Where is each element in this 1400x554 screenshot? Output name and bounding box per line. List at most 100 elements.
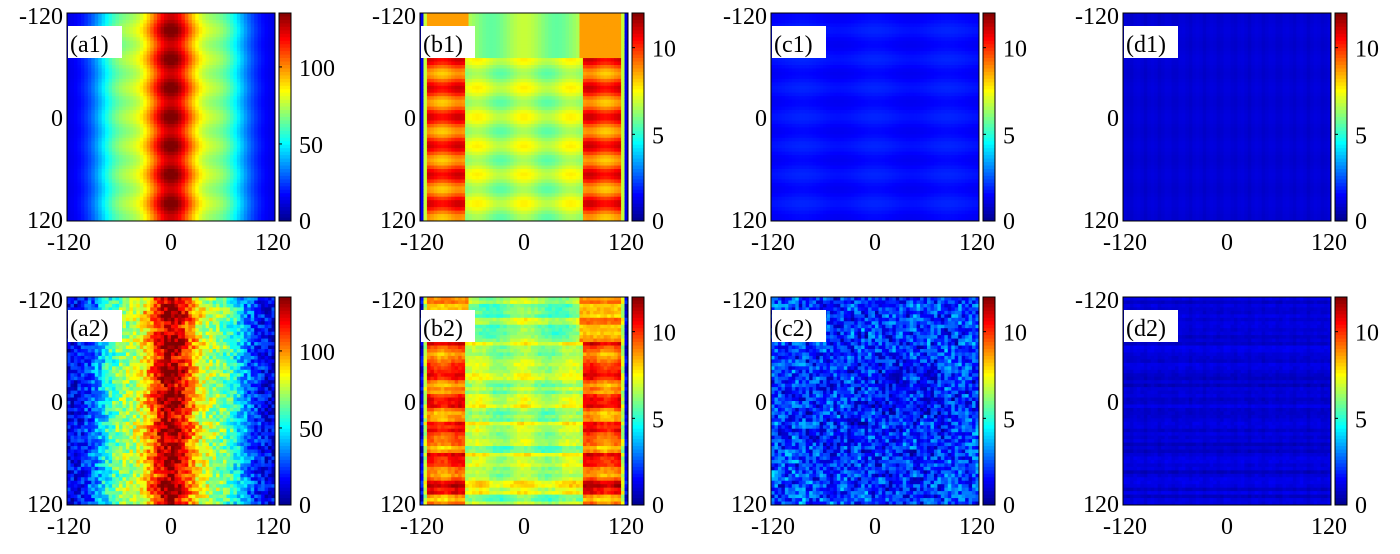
heatmap-cell: [223, 179, 227, 184]
heatmap-cell: [247, 113, 252, 118]
heatmap-cell: [257, 130, 262, 135]
heatmap-cell: [617, 40, 622, 45]
heatmap-cell: [153, 85, 158, 90]
heatmap-cell: [188, 193, 193, 198]
heatmap-cell: [454, 19, 459, 24]
heatmap-cell: [160, 179, 165, 184]
heatmap-cell: [188, 141, 193, 146]
heatmap-cell: [150, 148, 155, 153]
heatmap-cell: [195, 37, 200, 42]
heatmap-cell: [537, 33, 542, 38]
heatmap-cell: [461, 71, 466, 76]
heatmap-cell: [223, 134, 227, 139]
heatmap-cell: [94, 96, 99, 101]
heatmap-cell: [614, 33, 618, 38]
heatmap-cell: [188, 169, 193, 173]
heatmap-cell: [216, 189, 220, 194]
heatmap-cell: [191, 144, 196, 149]
heatmap-cell: [247, 96, 252, 101]
heatmap-cell: [205, 144, 210, 149]
heatmap-cell: [437, 16, 442, 21]
heatmap-cell: [257, 47, 262, 52]
heatmap-cell: [261, 189, 265, 194]
heatmap-cell: [485, 19, 490, 24]
heatmap-cell: [164, 19, 168, 24]
heatmap-cell: [188, 214, 193, 218]
heatmap-cell: [271, 51, 276, 55]
heatmap-cell: [257, 23, 262, 28]
heatmap-cell: [243, 71, 248, 76]
heatmap-cell: [257, 182, 262, 187]
heatmap-cell: [167, 207, 172, 211]
heatmap-cell: [146, 51, 151, 55]
heatmap-cell: [243, 134, 248, 139]
heatmap-cell: [167, 186, 172, 191]
heatmap-cell: [191, 158, 196, 163]
heatmap-cell: [268, 123, 272, 128]
heatmap-cell: [94, 89, 99, 94]
heatmap-cell: [150, 85, 155, 90]
heatmap-cell: [143, 151, 148, 156]
heatmap-cell: [129, 217, 134, 222]
heatmap-cell: [160, 40, 165, 45]
heatmap-cell: [143, 13, 148, 17]
heatmap-cell: [202, 214, 207, 218]
heatmap-cell: [125, 75, 130, 80]
heatmap-cell: [160, 162, 165, 166]
heatmap-cell: [209, 103, 213, 107]
heatmap-cell: [506, 54, 511, 59]
heatmap-cell: [73, 103, 78, 107]
heatmap-cell: [202, 33, 207, 38]
heatmap-cell: [150, 172, 155, 177]
heatmap-cell: [164, 120, 168, 125]
heatmap-cell: [129, 61, 134, 66]
heatmap-cell: [122, 123, 127, 128]
heatmap-cell: [209, 165, 213, 170]
heatmap-cell: [524, 58, 528, 62]
heatmap-cell: [153, 137, 158, 142]
heatmap-cell: [572, 23, 577, 28]
heatmap-cell: [191, 175, 196, 180]
heatmap-cell: [250, 30, 255, 35]
heatmap-cell: [478, 85, 483, 90]
heatmap-cell: [98, 82, 103, 87]
heatmap-cell: [105, 78, 109, 83]
heatmap-cell: [87, 182, 92, 187]
heatmap-cell: [101, 123, 106, 128]
heatmap-cell: [534, 47, 539, 52]
heatmap-cell: [119, 169, 123, 173]
heatmap-cell: [247, 162, 252, 166]
heatmap-cell: [496, 16, 501, 21]
heatmap-cell: [157, 99, 161, 104]
heatmap-cell: [73, 78, 78, 83]
heatmap-cell: [607, 16, 612, 21]
heatmap-cell: [136, 200, 141, 205]
heatmap-cell: [254, 172, 259, 177]
heatmap-cell: [146, 120, 151, 125]
heatmap-cell: [617, 61, 622, 66]
heatmap-cell: [233, 75, 238, 80]
heatmap-cell: [105, 58, 109, 62]
heatmap-cell: [73, 200, 78, 205]
heatmap-cell: [67, 96, 71, 101]
heatmap-cell: [524, 65, 528, 69]
heatmap-cell: [610, 78, 615, 83]
heatmap-cell: [600, 19, 605, 24]
heatmap-cell: [112, 210, 116, 215]
heatmap-cell: [233, 162, 238, 166]
heatmap-cell: [534, 33, 539, 38]
heatmap-cell: [420, 61, 424, 66]
heatmap-cell: [143, 165, 148, 170]
heatmap-cell: [143, 65, 148, 69]
heatmap-cell: [115, 214, 120, 218]
heatmap-cell: [98, 103, 103, 107]
heatmap-cell: [174, 75, 179, 80]
heatmap-cell: [240, 26, 245, 31]
heatmap-cell: [98, 203, 103, 208]
heatmap-cell: [610, 58, 615, 62]
heatmap-cell: [485, 37, 490, 42]
heatmap-cell: [160, 158, 165, 163]
heatmap-cell: [177, 78, 182, 83]
heatmap-cell: [157, 78, 161, 83]
heatmap-cell: [229, 169, 234, 173]
